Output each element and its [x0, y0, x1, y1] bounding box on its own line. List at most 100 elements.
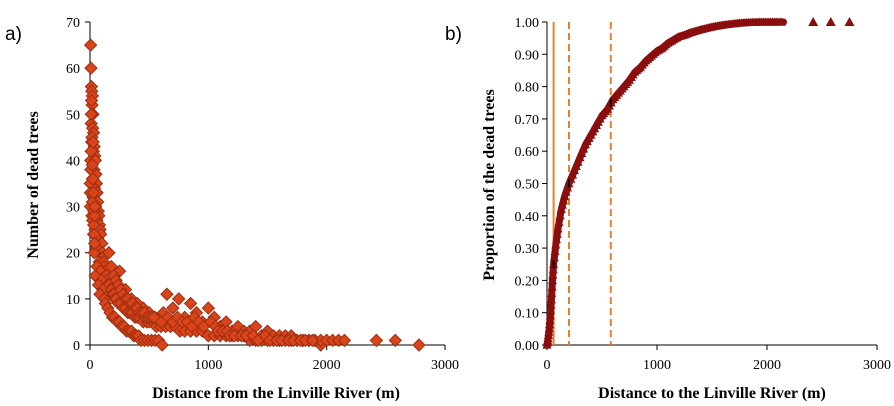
- panel-b-data-point: [551, 240, 561, 249]
- panel-a-data-point: [388, 333, 403, 348]
- panel-a-data-point: [84, 93, 99, 108]
- panel-a-data-point: [86, 172, 100, 186]
- panel-b-data-point: [548, 275, 557, 284]
- panel-a-y-tick-label: 10: [66, 293, 80, 308]
- panel-b: b) 0.000.100.200.300.400.500.600.700.800…: [445, 16, 891, 402]
- panel-b-data-point: [777, 17, 787, 26]
- panel-b-data-point: [553, 224, 563, 233]
- panel-a-y-tick-label: 0: [73, 339, 80, 354]
- panel-a-y-axis-title: Number of dead trees: [25, 111, 42, 258]
- panel-a-data-point: [86, 135, 100, 149]
- panel-b-data-point: [548, 265, 558, 274]
- panel-a-data-point: [87, 246, 101, 260]
- panel-b-data-point: [554, 217, 564, 226]
- panel-a-data-point: [369, 333, 384, 348]
- panel-a-y-tick-label: 30: [66, 201, 80, 216]
- panel-a-data-point: [160, 287, 174, 301]
- panel-b-y-tick-label: 0.40: [515, 210, 540, 225]
- panel-a-x-tick-label: 1000: [194, 358, 222, 373]
- panel-b-data-point: [560, 191, 570, 201]
- panel-b-y-ticks: 0.00 0.10 0.20 0.30 0.40 0.50 0.60 0.70 0.80 0.90…: [515, 16, 547, 354]
- panel-a-x-axis-title: Distance from the Linville River (m): [152, 385, 400, 402]
- panel-b-y-tick-label: 0.30: [515, 242, 540, 257]
- panel-a-x-tick-label: 0: [87, 358, 94, 373]
- panel-a-data-point: [84, 61, 98, 75]
- panel-b-y-tick-label: 0.10: [515, 307, 540, 322]
- panel-b-data-point: [555, 211, 565, 220]
- panel-a-data-point: [305, 333, 320, 348]
- panel-a-data-point: [87, 209, 102, 223]
- panel-b-data-point: [545, 315, 555, 324]
- panel-a: a) 0 10 20 30 40 50 60 70 0 1000 2000 3000 Distanc…: [5, 16, 459, 402]
- panel-a-data-point: [201, 301, 216, 315]
- panel-b-data-point: [557, 200, 567, 209]
- panel-b-y-tick-label: 0.60: [515, 145, 540, 160]
- panel-a-data-point: [83, 38, 98, 52]
- panel-b-data-point: [552, 234, 562, 244]
- panel-b-cumulative-line: [543, 18, 787, 349]
- panel-b-x-ticks: 0 1000 2000 3000: [544, 345, 891, 373]
- panel-b-y-axis-title: Proportion of the dead trees: [481, 89, 498, 280]
- panel-b-x-tick-label: 3000: [863, 358, 891, 373]
- panel-b-data-point: [545, 311, 555, 320]
- panel-a-data-point: [147, 310, 161, 325]
- panel-b-outlier-point: [825, 17, 836, 26]
- panel-a-data-point: [88, 199, 102, 214]
- panel-b-data-point: [549, 253, 559, 262]
- panel-b-label: b): [445, 24, 462, 45]
- panel-a-points: [83, 38, 426, 352]
- panel-b-data-point: [546, 295, 556, 304]
- panel-a-data-point: [337, 333, 352, 348]
- panel-a-data-point: [84, 107, 99, 121]
- panel-b-reference-lines: [552, 22, 612, 345]
- panel-a-data-point: [85, 158, 99, 172]
- panel-a-x-tick-label: 2000: [313, 358, 341, 373]
- panel-a-y-tick-label: 70: [66, 16, 80, 31]
- panel-b-data-point: [575, 153, 585, 162]
- panel-b-data-point: [571, 161, 581, 170]
- panel-a-x-tick-label: 3000: [431, 358, 459, 373]
- panel-a-data-point: [102, 246, 116, 260]
- panel-b-data-point: [561, 187, 571, 196]
- panel-a-x-ticks: 0 1000 2000 3000: [87, 345, 459, 373]
- panel-b-data-point: [552, 229, 562, 238]
- panel-b-y-tick-label: 0.20: [515, 274, 540, 289]
- panel-a-data-point: [86, 186, 101, 200]
- panel-b-data-point: [546, 300, 556, 309]
- panel-b-x-tick-label: 0: [544, 358, 551, 373]
- panel-a-y-tick-label: 60: [66, 62, 80, 77]
- panel-b-y-tick-label: 0.90: [515, 48, 540, 63]
- panel-b-y-tick-label: 0.00: [515, 339, 540, 354]
- panel-a-data-point: [166, 301, 180, 315]
- panel-b-data-point: [550, 246, 560, 255]
- panel-b-outlier-point: [808, 17, 819, 26]
- panel-a-data-point: [183, 296, 198, 311]
- panel-b-data-point: [547, 288, 557, 297]
- panel-a-y-tick-label: 40: [66, 154, 80, 169]
- panel-b-y-tick-label: 0.50: [515, 178, 540, 193]
- panel-b-data-point: [563, 183, 573, 192]
- panel-b-quartile-marks: [552, 98, 612, 269]
- panel-b-outlier-point: [844, 17, 855, 26]
- panel-b-data-point: [544, 324, 554, 333]
- panel-b-data-point: [577, 148, 587, 157]
- panel-a-data-point: [84, 144, 98, 158]
- panel-b-data-point: [570, 166, 579, 175]
- panel-b-x-tick-label: 1000: [643, 358, 671, 373]
- panel-b-data-point: [568, 170, 578, 179]
- panel-b-y-tick-label: 0.80: [515, 81, 540, 96]
- panel-a-data-point: [172, 292, 186, 306]
- panel-b-data-point: [547, 282, 557, 291]
- panel-a-data-point: [155, 338, 169, 352]
- panel-b-x-tick-label: 2000: [753, 358, 781, 373]
- panel-a-data-point: [87, 236, 102, 251]
- panel-a-y-tick-label: 20: [66, 247, 80, 262]
- panel-b-data-point: [559, 196, 568, 205]
- panel-b-x-axis-title: Distance to the Linville River (m): [598, 385, 826, 402]
- panel-b-data-point: [556, 204, 566, 213]
- panel-b-series: [542, 17, 855, 349]
- panel-b-data-point: [546, 306, 556, 315]
- panel-a-label: a): [5, 24, 22, 45]
- panel-b-y-tick-label: 1.00: [515, 16, 540, 31]
